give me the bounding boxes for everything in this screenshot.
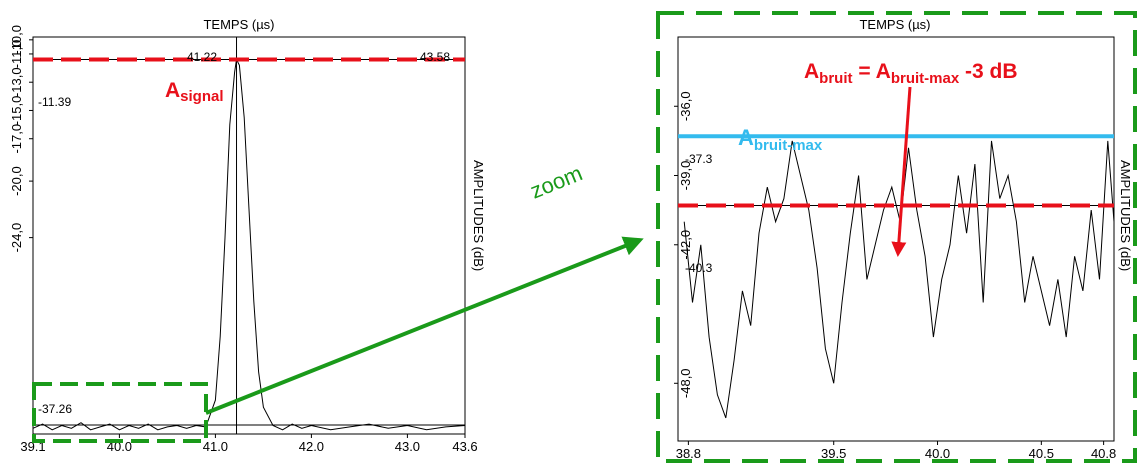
x-tick-label: 40.0	[925, 446, 950, 461]
x-tick-label: 38.8	[676, 446, 701, 461]
y-tick-label: -17,0	[9, 124, 24, 154]
left-chart: TEMPS (µs) AMPLITUDES (dB) -10,0-11,0-13…	[9, 17, 486, 454]
x-tick-label: 40.8	[1091, 446, 1116, 461]
threshold-pointer-arrow	[891, 86, 912, 257]
left-y-title: AMPLITUDES (dB)	[471, 160, 486, 271]
right-max-label: -37.3	[685, 152, 713, 166]
x-tick-label: 43.0	[395, 439, 420, 454]
right-plot-frame	[677, 36, 1115, 442]
y-tick-label: -39,0	[678, 161, 693, 191]
left-x-ticks: 39.1 40.0 41.0 42.0 43.0 43.6	[20, 434, 478, 454]
y-tick-label: -11,0	[9, 40, 24, 69]
left-noise-label: -37.26	[38, 402, 72, 416]
y-tick-label: -20,0	[9, 166, 24, 196]
signal-annotation: Asignal	[165, 79, 224, 105]
zoom-arrow	[205, 236, 644, 415]
right-y-title: AMPLITUDES (dB)	[1118, 160, 1133, 271]
x-tick-label: 39.5	[821, 446, 846, 461]
left-y-ticks: -10,0-11,0-13,0-15,0-17,0 -20,0 -24,0	[9, 25, 33, 252]
left-signal-trace	[32, 57, 466, 431]
zoom-label: zoom	[527, 160, 586, 203]
left-x-title: TEMPS (µs)	[203, 17, 274, 32]
left-right-label: 43.58	[420, 50, 450, 64]
y-tick-label: -36,0	[678, 91, 693, 121]
y-tick-label: -24,0	[9, 223, 24, 253]
x-tick-label: 42.0	[299, 439, 324, 454]
right-chart: TEMPS (µs) AMPLITUDES (dB) -36,0 -39,0 -42…	[674, 17, 1133, 461]
threshold-annotation: Abruit = Abruit-max -3 dB	[804, 60, 1018, 87]
left-plot-frame	[32, 36, 466, 435]
x-tick-label: 40.5	[1029, 446, 1054, 461]
zoom-source-frame	[32, 382, 208, 443]
right-x-title: TEMPS (µs)	[859, 17, 930, 32]
right-x-ticks: 38.8 39.5 40.0 40.5 40.8	[676, 441, 1116, 461]
right-y-ticks: -36,0 -39,0 -42,0 -48,0	[674, 91, 693, 398]
x-tick-label: 43.6	[452, 439, 477, 454]
x-tick-label: 41.0	[203, 439, 228, 454]
y-tick-label: -15,0	[9, 96, 24, 126]
y-tick-label: -48,0	[678, 368, 693, 398]
left-signal-label: -11.39	[38, 95, 71, 109]
y-tick-label: -42,0	[678, 230, 693, 260]
noise-max-annotation: Abruit-max	[738, 125, 823, 154]
zoom-destination-frame	[656, 11, 1137, 463]
y-tick-label: -10,0	[9, 25, 24, 55]
y-tick-label: -13,0	[9, 67, 24, 97]
right-threshold-label: -40.3	[685, 261, 713, 275]
left-cursor-label: 41.22	[187, 50, 217, 64]
